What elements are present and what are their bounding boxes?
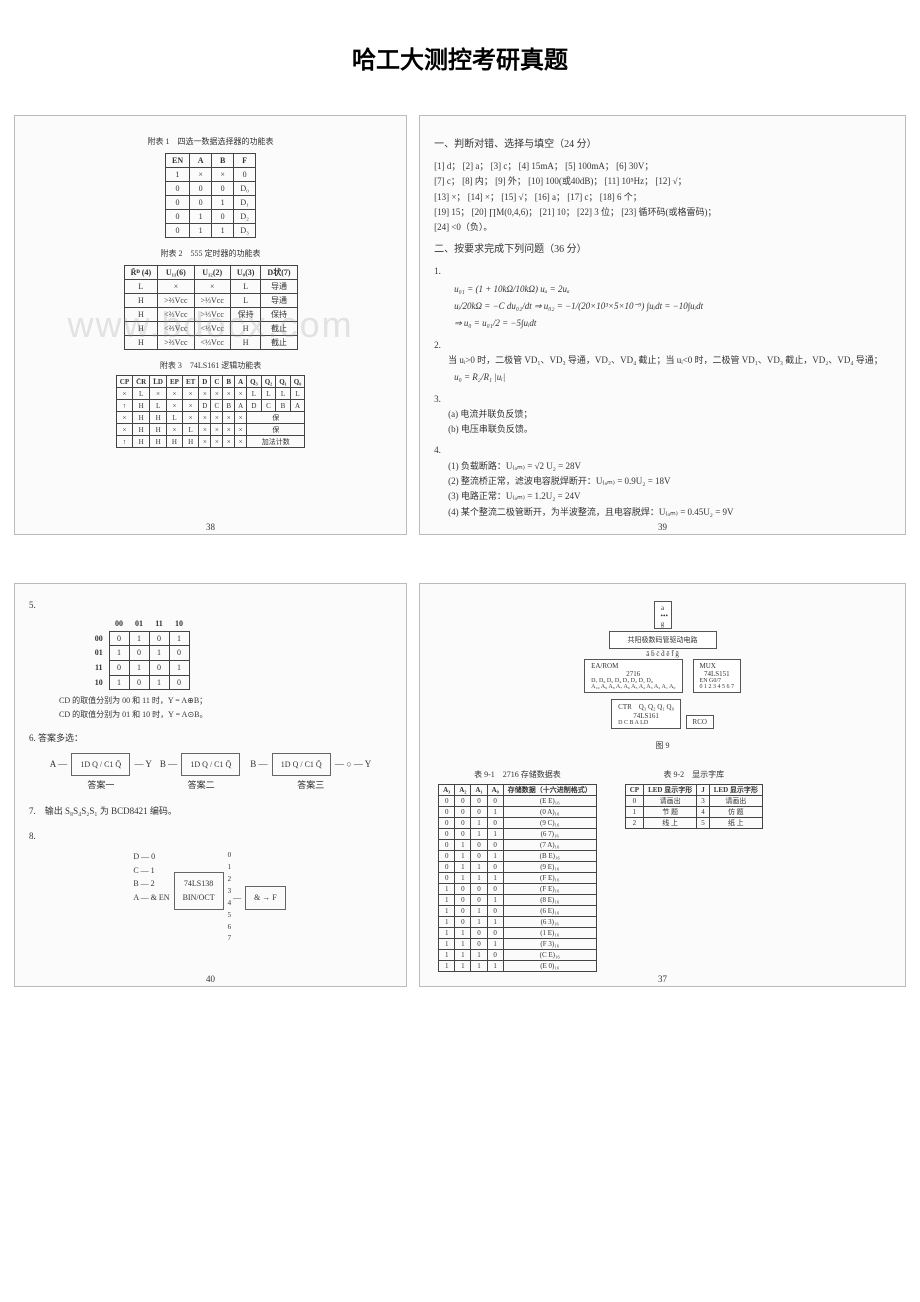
- q1-eq2: uᵢ/20kΩ = −C du₀₂/dt ⇒ u₀₂ = −1/(20×10³×…: [434, 299, 891, 314]
- table3: CPC̄RL̄D EPETD CBA Q₃Q₂Q₁Q₀ ×L×××××××LLL…: [116, 375, 306, 448]
- system-diagram: a•••g 共阳极数码管驱动电路 ā b̄ c̄ d̄ ē f̄ ḡ EA/RO…: [428, 594, 897, 759]
- page-number-38: 38: [206, 522, 215, 532]
- q5-label: 5.: [29, 598, 392, 613]
- answers-line2: [7] c； [8] 内； [9] 外； [10] 100(或40dB)； [1…: [434, 174, 891, 189]
- q3-label: 3.: [434, 392, 891, 407]
- table92: CPLED 显示字形JLED 显示字形 0请画出3请画出 1节 题4仿 题 2线…: [625, 784, 763, 829]
- table2: R̄ᴰ (4)U₁₁(6)U₁₂(2)U₀(3)D状(7) L××L导通 H>⅔…: [124, 265, 298, 350]
- table91: A₃A₂A₁A₀存储数据（十六进制格式） 0000(E E)₁₆ 0001(0 …: [438, 784, 597, 972]
- q5-note1: CD 的取值分别为 00 和 11 时，Y = A⊕B；: [59, 694, 392, 708]
- decoder-chip: 74LS138 BIN/OCT: [174, 872, 224, 909]
- answers-line4: [19] 15； [20] ∏M(0,4,6)； [21] 10； [22] 3…: [434, 205, 891, 220]
- panel-page-38: 附表 1 四选一数据选择器的功能表 EN A B F 1××0 000D₀ 00…: [14, 115, 407, 535]
- q3-a: (a) 电流并联负反馈；: [434, 407, 891, 422]
- ans3-label: 答案三: [250, 778, 371, 793]
- ff-block-2: 1D Q / C1 Q̄: [181, 753, 240, 777]
- table1: EN A B F 1××0 000D₀ 001D₁ 010D₂ 011D₃: [165, 153, 256, 238]
- q4-1: (1) 负载断路：U₍ₒₘ₎ = √2 U₂ = 28V: [434, 459, 891, 474]
- page-number-40: 40: [206, 974, 215, 984]
- q2-label: 2.: [434, 338, 891, 353]
- q1-label: 1.: [434, 264, 891, 279]
- answers-line5: [24] <0（负）。: [434, 220, 891, 235]
- answers-line1: [1] d； [2] a； [3] c； [4] 15mA； [5] 100mA…: [434, 159, 891, 174]
- q3-b: (b) 电压串联负反馈。: [434, 422, 891, 437]
- q8-label: 8.: [29, 829, 392, 844]
- q4-4: (4) 某个整流二极管断开，为半波整流，且电容脱焊：U₍ₒₘ₎ = 0.45U₂…: [434, 505, 891, 520]
- page-number-39: 39: [658, 522, 667, 532]
- table3-caption: 附表 3 74LS161 逻辑功能表: [23, 360, 398, 371]
- q5-kmap: 00011110 000101 011010 110101 101010: [89, 617, 190, 690]
- table92-caption: 表 9-2 显示字库: [615, 769, 773, 780]
- ans2-label: 答案二: [160, 778, 242, 793]
- table1-caption: 附表 1 四选一数据选择器的功能表: [23, 136, 398, 147]
- q2-eq: u₀ = R₂/R₁ |uᵢ|: [434, 370, 891, 385]
- q2-text: 当 uᵢ>0 时，二极管 VD₁、VD₃ 导通，VD₂、VD₄ 截止；当 uᵢ<…: [434, 353, 891, 368]
- panel-page-39: 一、判断对错、选择与填空（24 分） [1] d； [2] a； [3] c； …: [419, 115, 906, 535]
- ans1-label: 答案一: [50, 778, 152, 793]
- page-number-37: 37: [658, 974, 667, 984]
- table91-caption: 表 9-1 2716 存储数据表: [428, 769, 607, 780]
- q4-label: 4.: [434, 443, 891, 458]
- q5-note2: CD 的取值分别为 01 和 10 时，Y = A⊙B。: [59, 708, 392, 722]
- and-gate: & → F: [245, 886, 286, 910]
- ff-block-3: 1D Q / C1 Q̄: [272, 753, 331, 777]
- diagram9-caption: 图 9: [434, 740, 891, 751]
- q6-label: 6. 答案多选：: [29, 731, 392, 746]
- q1-eq3: ⇒ u₀ = u₀₁/2 = −5∫uᵢdt: [434, 316, 891, 331]
- page-title: 哈工大测控考研真题: [0, 40, 920, 75]
- q1-eq1: u₀₁ = (1 + 10kΩ/10kΩ) uₐ = 2uₐ: [434, 282, 891, 297]
- ff-block-1: 1D Q / C1 Q̄: [71, 753, 130, 777]
- q4-3: (3) 电路正常：U₍ₒₘ₎ = 1.2U₂ = 24V: [434, 489, 891, 504]
- section2-heading: 二、按要求完成下列问题（36 分）: [434, 241, 891, 258]
- q7-text: 7. 输出 S₈S₄S₂S₁ 为 BCD8421 编码。: [29, 804, 392, 819]
- panel-page-40: 5. 00011110 000101 011010 110101 101010 …: [14, 583, 407, 987]
- section1-heading: 一、判断对错、选择与填空（24 分）: [434, 136, 891, 153]
- answers-line3: [13] ×； [14] ×； [15] √； [16] a； [17] c； …: [434, 190, 891, 205]
- table2-caption: 附表 2 555 定时器的功能表: [23, 248, 398, 259]
- panel-page-37: a•••g 共阳极数码管驱动电路 ā b̄ c̄ d̄ ē f̄ ḡ EA/RO…: [419, 583, 906, 987]
- q4-2: (2) 整流桥正常，滤波电容脱焊断开：U₍ₒₘ₎ = 0.9U₂ = 18V: [434, 474, 891, 489]
